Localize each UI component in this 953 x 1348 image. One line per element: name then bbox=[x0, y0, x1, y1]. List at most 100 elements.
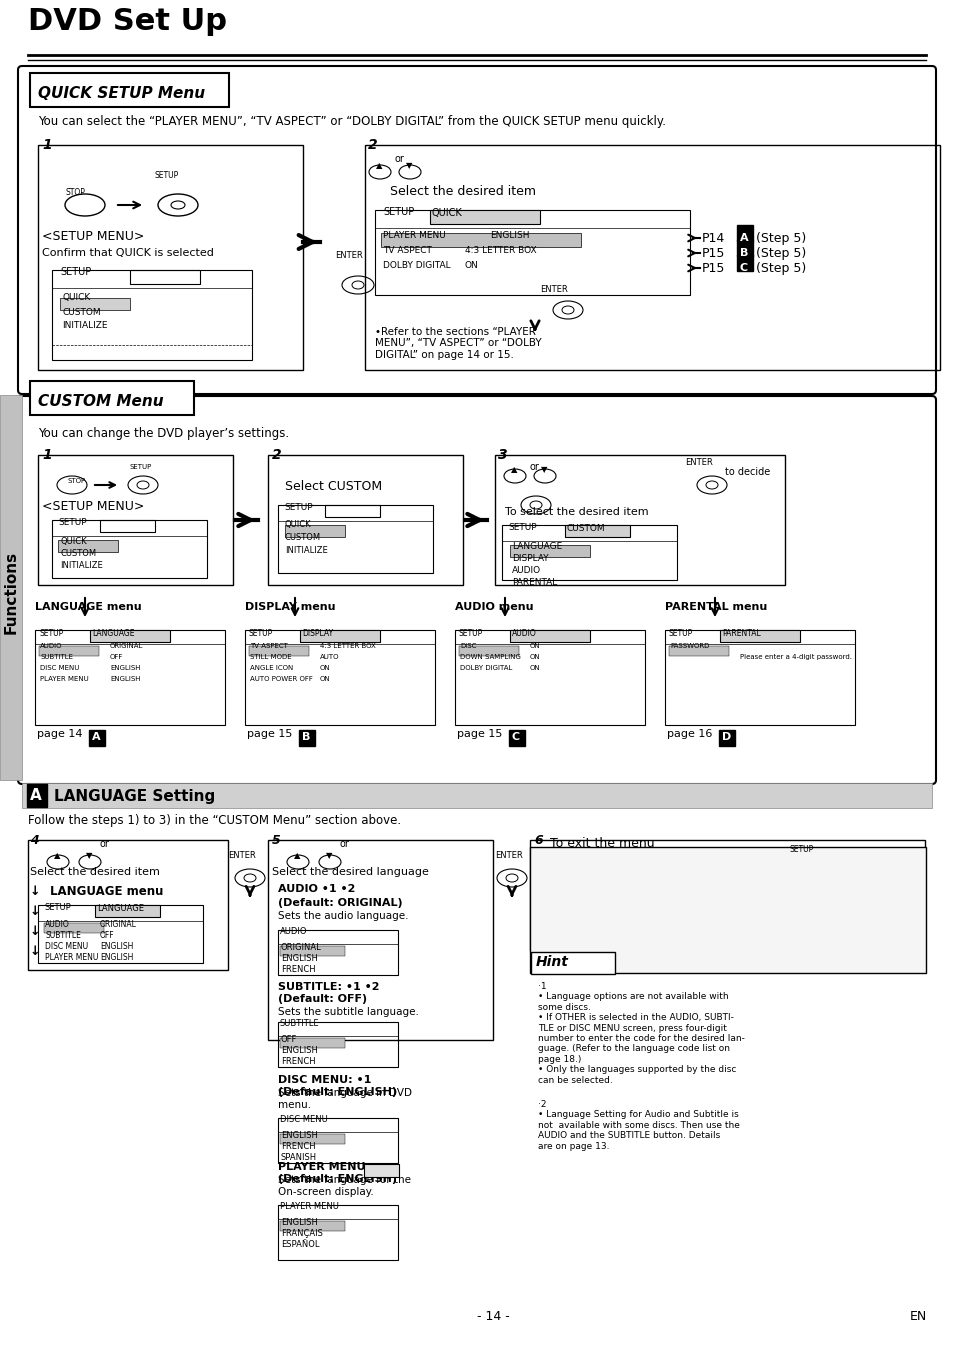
Bar bbox=[458, 646, 518, 656]
FancyBboxPatch shape bbox=[30, 73, 229, 106]
Text: (Default: ENGLISH): (Default: ENGLISH) bbox=[277, 1086, 396, 1097]
Text: TV ASPECT: TV ASPECT bbox=[250, 643, 288, 648]
Text: Select the desired item: Select the desired item bbox=[390, 185, 536, 198]
Text: AUTO POWER OFF: AUTO POWER OFF bbox=[250, 675, 313, 682]
Text: SETUP: SETUP bbox=[58, 518, 87, 527]
Text: SETUP: SETUP bbox=[458, 630, 483, 638]
Text: DISC MENU: •1: DISC MENU: •1 bbox=[277, 1074, 371, 1085]
Text: 6: 6 bbox=[534, 834, 542, 847]
Text: ↓: ↓ bbox=[30, 925, 40, 938]
Bar bbox=[510, 545, 589, 557]
Ellipse shape bbox=[318, 855, 340, 869]
Text: ·1
• Language options are not available with
some discs.
• If OTHER is selected : ·1 • Language options are not available … bbox=[537, 981, 744, 1085]
Ellipse shape bbox=[800, 869, 815, 880]
Text: page 14: page 14 bbox=[37, 729, 82, 739]
Text: 3: 3 bbox=[497, 448, 507, 462]
Ellipse shape bbox=[234, 869, 265, 887]
Text: Please enter a 4-digit password.: Please enter a 4-digit password. bbox=[740, 654, 851, 661]
FancyBboxPatch shape bbox=[18, 66, 935, 394]
FancyBboxPatch shape bbox=[22, 783, 931, 807]
Text: (Default: ENGLISH): (Default: ENGLISH) bbox=[277, 1174, 396, 1184]
Ellipse shape bbox=[287, 855, 309, 869]
Text: P15: P15 bbox=[701, 262, 724, 275]
Text: Sets the audio language.: Sets the audio language. bbox=[277, 911, 408, 921]
Text: SPANISH: SPANISH bbox=[281, 1153, 316, 1162]
Text: Functions: Functions bbox=[4, 550, 18, 634]
Text: ORIGINAL: ORIGINAL bbox=[110, 643, 143, 648]
Bar bbox=[664, 630, 854, 725]
FancyBboxPatch shape bbox=[509, 731, 524, 745]
Bar bbox=[90, 630, 170, 642]
FancyBboxPatch shape bbox=[18, 396, 935, 785]
Text: PASSWORD: PASSWORD bbox=[669, 643, 709, 648]
Text: C: C bbox=[512, 732, 519, 741]
Text: page 16: page 16 bbox=[666, 729, 712, 739]
FancyBboxPatch shape bbox=[737, 225, 752, 241]
Text: QUICK: QUICK bbox=[367, 1165, 394, 1174]
Text: PLAYER MENU: PLAYER MENU bbox=[382, 231, 445, 240]
Text: 4:3 LETTER BOX: 4:3 LETTER BOX bbox=[319, 643, 375, 648]
Text: ORIGINAL: ORIGINAL bbox=[281, 944, 321, 952]
Bar bbox=[720, 630, 800, 642]
Bar bbox=[375, 210, 689, 295]
Text: PLAYER MENU:: PLAYER MENU: bbox=[277, 1162, 374, 1171]
Text: ↓: ↓ bbox=[30, 905, 40, 918]
Text: CUSTOM: CUSTOM bbox=[566, 524, 605, 532]
Text: A: A bbox=[91, 732, 100, 741]
Text: CUSTOM: CUSTOM bbox=[60, 549, 96, 558]
Text: 4:3 LETTER BOX: 4:3 LETTER BOX bbox=[464, 245, 536, 255]
Bar bbox=[52, 270, 252, 360]
Text: DOLBY DIGITAL: DOLBY DIGITAL bbox=[459, 665, 512, 671]
Text: ▼: ▼ bbox=[406, 160, 412, 170]
Text: ENGLISH: ENGLISH bbox=[100, 953, 133, 962]
Text: AUDIO: AUDIO bbox=[280, 927, 307, 936]
Bar bbox=[277, 1117, 397, 1163]
Text: A: A bbox=[30, 789, 42, 803]
Text: <SETUP MENU>: <SETUP MENU> bbox=[42, 500, 144, 514]
Text: SUBTITLE: SUBTITLE bbox=[40, 654, 73, 661]
Ellipse shape bbox=[79, 855, 101, 869]
Text: ▲: ▲ bbox=[375, 160, 382, 170]
Text: You can change the DVD player’s settings.: You can change the DVD player’s settings… bbox=[38, 427, 289, 439]
Text: LANGUAGE menu: LANGUAGE menu bbox=[50, 886, 163, 898]
Bar bbox=[38, 905, 203, 962]
Ellipse shape bbox=[520, 496, 551, 514]
Text: LANGUAGE menu: LANGUAGE menu bbox=[35, 603, 141, 612]
Text: (Step 5): (Step 5) bbox=[755, 232, 805, 245]
Text: SUBTITLE: SUBTITLE bbox=[45, 931, 81, 940]
Text: Confirm that QUICK is selected: Confirm that QUICK is selected bbox=[42, 248, 213, 257]
Ellipse shape bbox=[352, 280, 364, 288]
Bar bbox=[35, 630, 225, 725]
Text: (Step 5): (Step 5) bbox=[755, 262, 805, 275]
Ellipse shape bbox=[497, 869, 526, 887]
Bar bbox=[668, 646, 728, 656]
Bar bbox=[130, 270, 200, 284]
Text: or: or bbox=[100, 838, 110, 849]
FancyBboxPatch shape bbox=[530, 847, 925, 973]
Text: or: or bbox=[530, 462, 539, 472]
FancyBboxPatch shape bbox=[298, 731, 314, 745]
Text: to decide: to decide bbox=[724, 466, 769, 477]
Text: P15: P15 bbox=[701, 247, 724, 260]
Text: QUICK: QUICK bbox=[62, 293, 91, 302]
Bar bbox=[268, 840, 493, 1041]
Bar bbox=[58, 541, 118, 551]
Text: ▼: ▼ bbox=[86, 851, 92, 860]
Text: 2: 2 bbox=[272, 448, 281, 462]
Text: STOP: STOP bbox=[65, 187, 85, 197]
Text: <SETUP MENU>: <SETUP MENU> bbox=[42, 231, 144, 243]
Text: ON: ON bbox=[530, 654, 540, 661]
Bar bbox=[100, 520, 154, 532]
Text: (Default: OFF): (Default: OFF) bbox=[277, 993, 367, 1004]
FancyBboxPatch shape bbox=[719, 731, 734, 745]
Text: AUDIO: AUDIO bbox=[45, 919, 70, 929]
Bar bbox=[277, 930, 397, 975]
Ellipse shape bbox=[398, 164, 420, 179]
Bar bbox=[277, 506, 433, 573]
Text: ON: ON bbox=[319, 665, 331, 671]
Text: 5: 5 bbox=[272, 834, 280, 847]
Bar bbox=[325, 506, 379, 518]
Text: DISC MENU: DISC MENU bbox=[45, 942, 88, 950]
FancyBboxPatch shape bbox=[27, 785, 47, 807]
Text: ON: ON bbox=[530, 643, 540, 648]
